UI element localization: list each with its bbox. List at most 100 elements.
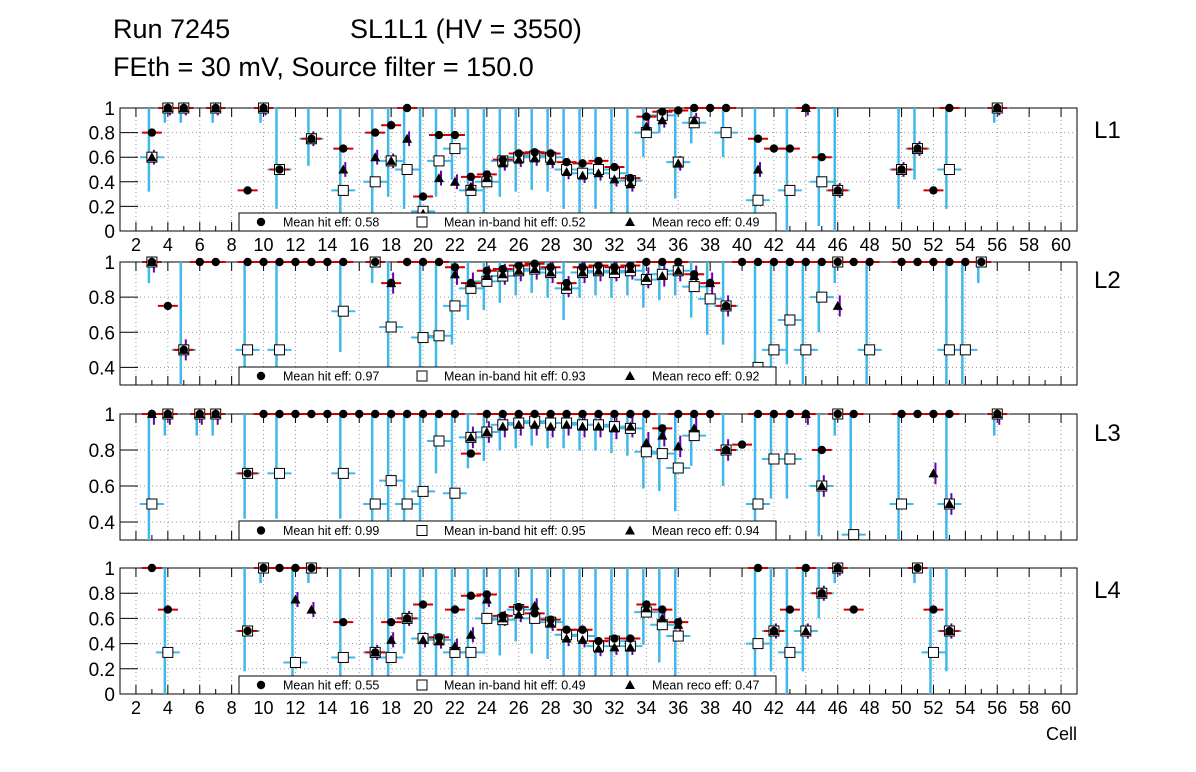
x-tick-label: 56: [987, 698, 1007, 718]
x-tick-label: 34: [636, 235, 656, 255]
x-tick-label: 6: [195, 698, 205, 718]
hit-marker: [402, 257, 412, 267]
hit-marker: [594, 636, 603, 646]
y-tick-label: 0.6: [89, 148, 115, 169]
hit-marker: [929, 409, 938, 419]
reco-marker: [561, 633, 572, 643]
inband-marker: [274, 344, 285, 356]
hit-marker: [339, 144, 348, 153]
hit-marker: [259, 409, 268, 419]
x-tick-label: 14: [317, 698, 337, 718]
inband-marker: [752, 498, 764, 510]
x-axis-label: Cell: [1046, 724, 1077, 744]
hit-marker: [323, 257, 332, 267]
hit-marker: [562, 278, 571, 288]
inband-marker: [672, 630, 684, 642]
legend-inband-marker: [416, 370, 428, 382]
hit-marker: [801, 409, 811, 419]
inband-marker: [337, 467, 349, 479]
hit-marker: [450, 605, 460, 614]
x-tick-label: 52: [923, 698, 943, 718]
hit-marker: [961, 257, 970, 267]
x-tick-label: 32: [604, 235, 624, 255]
hit-marker: [690, 270, 699, 279]
hit-marker: [801, 563, 811, 573]
reco-marker: [657, 430, 668, 440]
hit-marker: [769, 257, 779, 267]
hit-marker: [594, 156, 603, 166]
reco-marker: [497, 421, 508, 431]
hit-marker: [626, 173, 635, 183]
hit-marker: [642, 409, 651, 419]
hit-marker: [945, 626, 954, 636]
y-tick-label: 0.4: [89, 358, 116, 379]
hit-marker: [849, 257, 858, 267]
hit-marker: [546, 263, 555, 272]
hit-marker: [355, 409, 364, 419]
reco-marker: [338, 164, 349, 174]
y-tick-label: 1: [104, 559, 115, 580]
reco-marker: [545, 267, 556, 277]
hit-marker: [626, 261, 635, 270]
hit-marker: [195, 257, 204, 267]
reco-marker: [641, 121, 652, 131]
hit-marker: [275, 257, 284, 267]
hit-marker: [721, 301, 731, 311]
reco-marker: [513, 609, 524, 619]
x-tick-label: 26: [509, 235, 529, 255]
hit-marker: [897, 409, 906, 419]
reco-marker: [625, 179, 636, 189]
hit-marker: [466, 172, 476, 182]
hit-marker: [514, 149, 523, 158]
y-tick-label: 0.8: [89, 584, 115, 605]
x-tick-label: 54: [955, 698, 975, 718]
inband-marker: [816, 291, 828, 303]
reco-marker: [593, 168, 604, 178]
hit-marker: [371, 128, 380, 137]
reco-marker: [673, 265, 684, 275]
hit-marker: [642, 600, 651, 609]
panel-l3: 0.4 0.6 0.8 1 L3 Mean hit eff: 0.99 Mean in-ba…: [89, 405, 1121, 541]
hit-marker: [339, 617, 348, 627]
reco-marker: [657, 115, 668, 125]
reco-marker: [545, 421, 556, 431]
reco-marker: [449, 269, 460, 279]
reco-marker: [290, 594, 301, 604]
hit-marker: [482, 266, 492, 275]
legend-l2: Mean hit eff: 0.97 Mean in-band hit eff: …: [238, 366, 777, 386]
plot-frame: [119, 261, 1078, 386]
x-tick-label: 32: [604, 698, 624, 718]
reco-marker: [593, 643, 604, 653]
settings-title: FEth = 30 mV, Source filter = 150.0: [113, 52, 534, 82]
hit-marker: [945, 409, 954, 419]
hit-marker: [211, 103, 220, 113]
x-tick-label: 36: [668, 698, 688, 718]
inband-marker: [385, 321, 397, 333]
reco-marker: [481, 594, 492, 604]
legend-box: [238, 520, 777, 541]
hit-marker: [562, 409, 571, 419]
hit-marker: [801, 257, 811, 267]
reco-marker: [465, 432, 476, 442]
x-tick-label: 56: [987, 235, 1007, 255]
hit-marker: [721, 445, 731, 455]
reco-marker: [418, 634, 429, 644]
hit-marker: [769, 409, 779, 419]
y-tick-label: 0: [104, 685, 115, 706]
hit-marker: [339, 409, 348, 419]
hit-marker: [610, 409, 619, 419]
x-tick-label: 44: [796, 235, 816, 255]
hit-marker: [690, 103, 699, 113]
hit-marker: [466, 449, 476, 458]
hit-marker: [674, 617, 683, 627]
y-tick-label: 1: [104, 99, 115, 120]
hit-marker: [450, 130, 460, 140]
x-tick-label: 2: [131, 235, 141, 255]
reco-marker: [513, 265, 524, 275]
reco-marker: [370, 152, 381, 162]
inband-marker: [656, 448, 668, 460]
reco-marker: [832, 300, 843, 310]
hit-marker: [929, 186, 938, 195]
hit-marker: [179, 103, 188, 113]
